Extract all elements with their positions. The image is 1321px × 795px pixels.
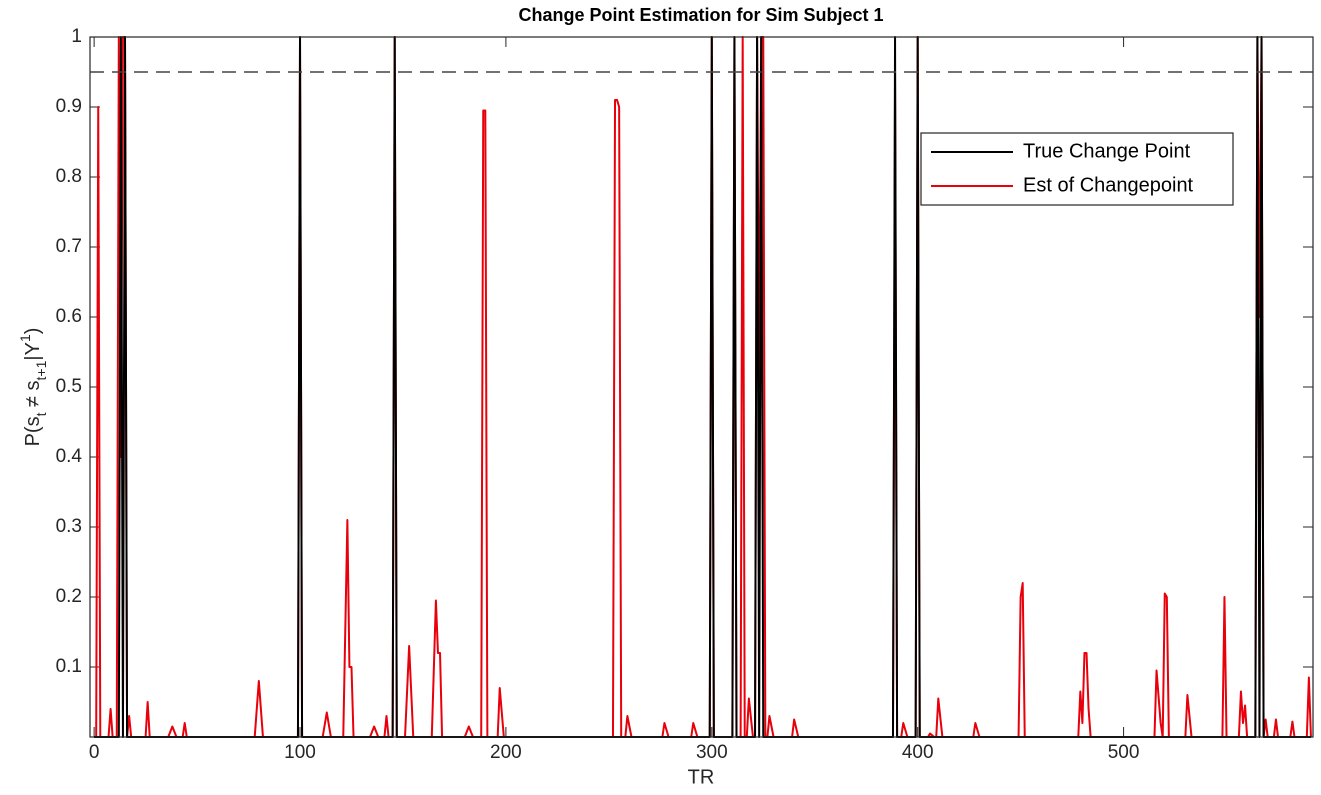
- x-tick-label: 100: [284, 742, 316, 763]
- y-axis-label-part: 1: [17, 334, 33, 342]
- axes-box: [89, 36, 1314, 738]
- legend-label: True Change Point: [1023, 140, 1191, 162]
- y-tick-label: 0.3: [56, 516, 82, 537]
- y-tick-label: 0.4: [56, 446, 83, 467]
- y-tick-label: 0.5: [56, 376, 82, 397]
- y-tick-label: 1: [71, 26, 82, 47]
- y-tick-label: 0.6: [56, 306, 82, 327]
- y-axis-label-part: ≠ s: [22, 380, 44, 412]
- y-tick-label: 0.1: [56, 656, 82, 677]
- x-tick-label: 200: [490, 742, 522, 763]
- y-tick-label: 0.7: [56, 236, 82, 257]
- y-axis-label-part: t: [33, 412, 49, 416]
- y-tick-label: 0.2: [56, 586, 82, 607]
- chart-title: Change Point Estimation for Sim Subject …: [518, 5, 883, 25]
- y-axis-label-part: ): [22, 328, 44, 335]
- y-tick-label: 0.9: [56, 96, 82, 117]
- x-tick-label: 300: [696, 742, 728, 763]
- legend-box: [920, 132, 1234, 206]
- y-axis-label-part: |Y: [22, 342, 44, 361]
- y-axis-label: P(st ≠ st+1|Y1): [17, 328, 49, 447]
- y-axis-label-part: P(s: [22, 416, 44, 446]
- x-axis-label: TR: [688, 766, 715, 788]
- x-tick-label: 500: [1108, 742, 1140, 763]
- y-axis-label-part: t+1: [33, 360, 49, 380]
- x-tick-label: 0: [89, 742, 100, 763]
- y-tick-label: 0.8: [56, 166, 82, 187]
- legend-label: Est of Changepoint: [1023, 174, 1194, 196]
- x-tick-label: 400: [902, 742, 934, 763]
